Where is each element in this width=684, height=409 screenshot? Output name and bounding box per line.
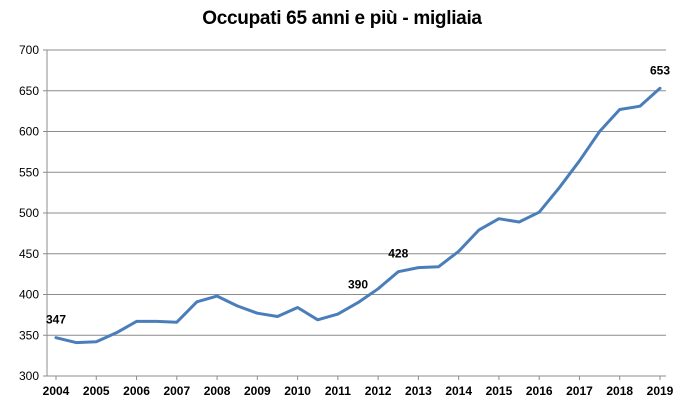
x-tick-label: 2015 <box>486 384 513 398</box>
series <box>54 86 662 345</box>
x-tick-label: 2007 <box>163 384 190 398</box>
x-tick-label: 2005 <box>83 384 110 398</box>
x-axis-ticks: 2004 2005 2006 2007 2008 2009 2010 2011 2012 2013… <box>43 376 674 398</box>
x-tick-label: 2017 <box>566 384 593 398</box>
y-tick-label: 300 <box>19 369 39 383</box>
data-label: 390 <box>348 278 368 292</box>
y-tick-label: 450 <box>19 247 39 261</box>
y-tick-label: 700 <box>19 43 39 57</box>
x-tick-label: 2018 <box>606 384 633 398</box>
y-tick-label: 500 <box>19 206 39 220</box>
y-tick-label: 600 <box>19 125 39 139</box>
y-tick-label: 550 <box>19 165 39 179</box>
x-tick-label: 2016 <box>526 384 553 398</box>
series-line <box>54 86 662 345</box>
data-label: 428 <box>388 247 408 261</box>
x-tick-label: 2008 <box>204 384 231 398</box>
x-tick-label: 2010 <box>284 384 311 398</box>
x-tick-label: 2013 <box>405 384 432 398</box>
x-tick-label: 2014 <box>445 384 472 398</box>
chart-title: Occupati 65 anni e più - migliaia <box>202 8 482 29</box>
y-tick-label: 400 <box>19 288 39 302</box>
data-label: 653 <box>650 63 670 77</box>
x-tick-label: 2011 <box>325 384 351 398</box>
data-label: 347 <box>46 313 66 327</box>
x-tick-label: 2004 <box>43 384 70 398</box>
gridlines <box>47 49 666 336</box>
data-labels: 347 390 428 653 <box>46 63 670 326</box>
y-axis-ticks: 300 350 400 450 500 550 600 650 700 <box>19 43 47 383</box>
x-tick-label: 2009 <box>244 384 271 398</box>
y-tick-label: 350 <box>19 328 39 342</box>
x-tick-label: 2019 <box>647 384 674 398</box>
x-tick-label: 2012 <box>365 384 392 398</box>
y-tick-label: 650 <box>19 84 39 98</box>
x-tick-label: 2006 <box>123 384 150 398</box>
